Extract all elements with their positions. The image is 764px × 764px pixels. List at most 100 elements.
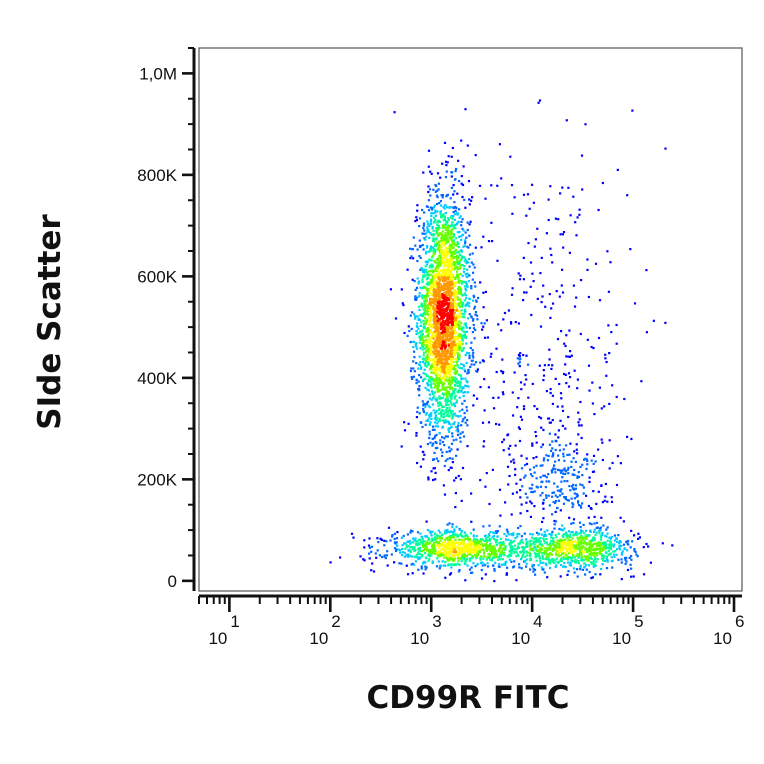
- event-dot: [571, 505, 574, 509]
- event-dot: [428, 423, 431, 426]
- event-dot: [555, 536, 558, 539]
- event-dot: [428, 406, 431, 409]
- event-dot: [434, 411, 437, 415]
- event-dot: [466, 534, 469, 537]
- event-dot: [409, 531, 412, 534]
- event-dot: [583, 458, 586, 461]
- event-dot: [432, 233, 435, 236]
- event-dot: [424, 274, 427, 277]
- event-dot: [424, 359, 428, 362]
- event-dot: [452, 533, 455, 536]
- event-dot: [431, 226, 434, 229]
- event-dot: [539, 272, 542, 275]
- event-dot: [487, 544, 490, 547]
- event-dot: [457, 340, 461, 343]
- event-dot: [464, 550, 467, 554]
- event-dot: [578, 532, 581, 535]
- event-dot: [432, 216, 436, 219]
- event-dot: [550, 539, 553, 543]
- event-dot: [436, 369, 439, 372]
- event-dot: [434, 294, 437, 297]
- event-dot: [499, 552, 503, 555]
- event-dot: [554, 520, 558, 523]
- event-dot: [460, 220, 463, 223]
- event-dot: [562, 231, 566, 234]
- event-dot: [451, 287, 454, 290]
- event-dot: [432, 335, 435, 338]
- event-dot: [576, 387, 579, 390]
- event-dot: [565, 535, 568, 538]
- event-dot: [583, 536, 586, 539]
- event-dot: [440, 410, 443, 413]
- event-dot: [421, 232, 424, 235]
- event-dot: [518, 542, 521, 545]
- event-dot: [508, 474, 511, 478]
- event-dot: [447, 421, 450, 424]
- event-dot: [444, 277, 447, 280]
- event-dot: [459, 259, 462, 262]
- event-dot: [459, 533, 462, 536]
- event-dot: [487, 386, 490, 389]
- event-dot: [443, 218, 446, 221]
- event-dot: [480, 577, 484, 580]
- event-dot: [428, 376, 431, 379]
- event-dot: [556, 338, 560, 341]
- event-dot: [443, 207, 446, 210]
- event-dot: [432, 318, 435, 321]
- event-dot: [561, 405, 564, 408]
- event-dot: [551, 261, 554, 264]
- event-dot: [630, 575, 633, 578]
- event-dot: [437, 529, 440, 532]
- event-dot: [429, 317, 432, 320]
- event-dot: [563, 342, 566, 345]
- event-dot: [416, 259, 419, 263]
- event-dot: [560, 550, 563, 553]
- event-dot: [543, 571, 546, 574]
- event-dot: [456, 213, 459, 216]
- event-dot: [477, 296, 480, 300]
- event-dot: [494, 551, 497, 554]
- event-dot: [451, 345, 454, 348]
- event-dot: [580, 555, 584, 558]
- event-dot: [429, 315, 433, 318]
- event-dot: [590, 345, 593, 349]
- event-dot: [453, 251, 456, 254]
- event-dot: [601, 554, 604, 557]
- event-dot: [524, 374, 527, 377]
- event-dot: [466, 144, 469, 147]
- event-dot: [456, 259, 459, 263]
- event-dot: [418, 546, 421, 549]
- event-dot: [571, 556, 574, 559]
- event-dot: [426, 443, 429, 446]
- event-dot: [419, 532, 422, 535]
- event-dot: [433, 275, 437, 278]
- event-dot: [610, 331, 613, 334]
- event-dot: [540, 446, 543, 449]
- event-dot: [531, 444, 534, 447]
- event-dot: [416, 315, 419, 318]
- event-dot: [584, 529, 588, 532]
- event-dot: [573, 556, 576, 559]
- event-dot: [637, 537, 640, 540]
- event-dot: [433, 437, 436, 440]
- event-dot: [555, 440, 558, 443]
- event-dot: [433, 221, 436, 224]
- event-dot: [439, 539, 442, 542]
- event-dot: [456, 231, 459, 234]
- event-dot: [455, 350, 459, 353]
- event-dot: [422, 224, 425, 227]
- event-dot: [601, 441, 604, 444]
- event-dot: [415, 378, 418, 381]
- event-dot: [459, 436, 462, 439]
- event-dot: [442, 265, 446, 268]
- event-dot: [433, 467, 436, 470]
- event-dot: [571, 549, 574, 552]
- event-dot: [442, 213, 445, 216]
- event-dot: [556, 539, 559, 542]
- event-dot: [567, 466, 570, 469]
- event-dot: [482, 557, 485, 560]
- event-dot: [431, 340, 434, 343]
- event-dot: [391, 535, 394, 538]
- event-dot: [500, 370, 503, 373]
- event-dot: [437, 330, 440, 333]
